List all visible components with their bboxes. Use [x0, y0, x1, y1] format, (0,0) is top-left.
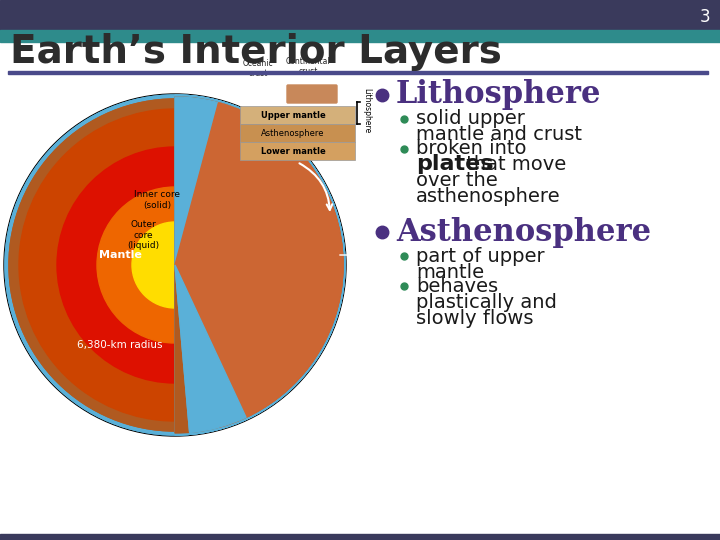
Wedge shape — [97, 187, 175, 343]
Wedge shape — [57, 147, 175, 383]
Wedge shape — [175, 265, 246, 433]
Text: mantle: mantle — [416, 262, 484, 281]
Wedge shape — [19, 109, 175, 421]
Text: Oceanic
crust: Oceanic crust — [243, 59, 274, 78]
Text: Continental
crust: Continental crust — [286, 57, 330, 76]
Circle shape — [5, 95, 345, 435]
Circle shape — [5, 95, 345, 435]
Text: slowly flows: slowly flows — [416, 308, 534, 327]
Wedge shape — [175, 103, 343, 427]
Bar — [240, 106, 355, 124]
Wedge shape — [175, 95, 345, 435]
Wedge shape — [175, 97, 343, 433]
Text: solid upper: solid upper — [416, 110, 525, 129]
Text: 6,380-km radius: 6,380-km radius — [77, 340, 163, 350]
Bar — [0, 30, 720, 42]
Text: 3: 3 — [699, 8, 710, 26]
Text: Asthenosphere: Asthenosphere — [261, 129, 325, 138]
Text: behaves: behaves — [416, 276, 498, 295]
FancyBboxPatch shape — [287, 85, 337, 103]
Text: plates: plates — [416, 154, 493, 174]
Wedge shape — [175, 95, 345, 435]
Text: Lower mantle: Lower mantle — [261, 146, 325, 156]
Wedge shape — [9, 99, 175, 431]
Wedge shape — [97, 187, 175, 343]
Text: mantle and crust: mantle and crust — [416, 125, 582, 145]
Text: Lithosphere: Lithosphere — [396, 79, 601, 111]
Text: Outer
core
(liquid): Outer core (liquid) — [127, 220, 159, 250]
Wedge shape — [175, 265, 246, 433]
Bar — [0, 0, 720, 30]
Wedge shape — [9, 99, 175, 431]
Text: over the: over the — [416, 171, 498, 190]
Text: part of upper: part of upper — [416, 246, 544, 266]
Bar — [240, 124, 355, 142]
Wedge shape — [132, 222, 175, 308]
Wedge shape — [175, 97, 343, 433]
Bar — [0, 534, 720, 540]
Bar — [8, 71, 708, 74]
Text: Mantle: Mantle — [99, 250, 141, 260]
Text: Asthenosphere: Asthenosphere — [396, 217, 651, 247]
Circle shape — [4, 94, 346, 436]
Text: plastically and: plastically and — [416, 293, 557, 312]
Text: that move: that move — [460, 154, 566, 173]
Bar — [240, 142, 355, 160]
Wedge shape — [57, 147, 175, 383]
Wedge shape — [175, 97, 259, 265]
Wedge shape — [132, 222, 175, 308]
Text: Earth’s Interior Layers: Earth’s Interior Layers — [10, 33, 502, 71]
Text: Inner core
(solid): Inner core (solid) — [134, 190, 180, 210]
Text: asthenosphere: asthenosphere — [416, 186, 561, 206]
Text: broken into: broken into — [416, 139, 526, 159]
Wedge shape — [175, 103, 343, 427]
Text: Crust: Crust — [365, 250, 393, 260]
Wedge shape — [19, 109, 175, 421]
Text: Upper mantle: Upper mantle — [261, 111, 325, 119]
Text: Lithosphere: Lithosphere — [362, 89, 372, 133]
